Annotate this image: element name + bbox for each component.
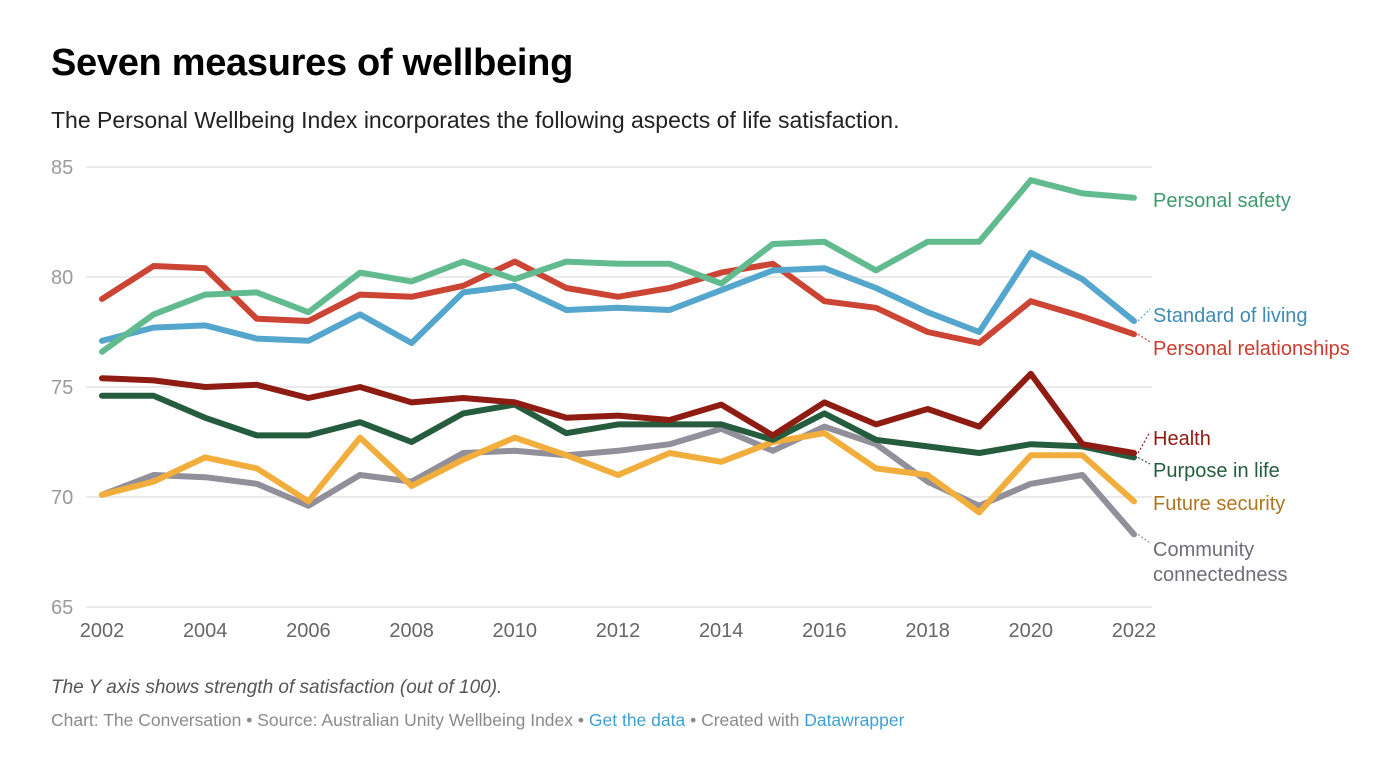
series-label: Future security [1153, 493, 1285, 515]
x-tick-label: 2010 [493, 620, 538, 642]
series-line-personal-relationships [99, 258, 1137, 346]
series-line-standard-of-living [99, 249, 1137, 346]
series-lines [99, 177, 1137, 538]
series-label: Personal safety [1153, 190, 1291, 212]
series-label: connectedness [1153, 564, 1288, 586]
source-text: Source: Australian Unity Wellbeing Index [257, 710, 574, 730]
gridlines [86, 166, 1152, 608]
get-the-data-link[interactable]: Get the data [588, 710, 686, 730]
series-label: Health [1153, 428, 1211, 450]
label-connector [1137, 431, 1151, 454]
label-connector [1137, 456, 1151, 465]
datawrapper-link[interactable]: Datawrapper [804, 710, 905, 730]
separator: • [685, 710, 702, 730]
series-label: Purpose in life [1153, 460, 1280, 482]
series-line-purpose-in-life [99, 392, 1137, 461]
x-tick-label: 2008 [389, 620, 434, 642]
x-tick-label: 2002 [80, 620, 125, 642]
x-tick-label: 2020 [1009, 620, 1054, 642]
series-label: Community [1153, 539, 1254, 561]
created-with-text: Created with [701, 710, 800, 730]
label-connector [1137, 333, 1151, 343]
series-label: Standard of living [1153, 305, 1308, 327]
chart-credit: Chart: The Conversation [51, 710, 242, 730]
y-tick-label: 70 [51, 487, 73, 509]
x-tick-label: 2022 [1112, 620, 1157, 642]
label-connector [1137, 308, 1151, 322]
series-label: Personal relationships [1153, 338, 1350, 360]
chart-title: Seven measures of wellbeing [51, 42, 573, 84]
x-tick-label: 2016 [802, 620, 847, 642]
x-tick-label: 2014 [699, 620, 744, 642]
x-tick-label: 2018 [905, 620, 950, 642]
separator: • [573, 710, 589, 730]
label-connector [1137, 533, 1151, 544]
y-tick-label: 80 [51, 267, 73, 289]
x-tick-label: 2012 [596, 620, 641, 642]
series-labels: Personal safety Standard of living Persona… [1137, 190, 1350, 586]
axis-note: The Y axis shows strength of satisfactio… [51, 677, 503, 698]
series-line-health [99, 370, 1137, 456]
x-tick-label: 2004 [183, 620, 228, 642]
byline: Chart: The Conversation • Source: Austra… [51, 710, 904, 731]
y-tick-label: 65 [51, 597, 73, 619]
x-tick-label: 2006 [286, 620, 331, 642]
chart-subtitle: The Personal Wellbeing Index incorporate… [51, 107, 900, 133]
series-line-community-connectedness [99, 423, 1137, 538]
y-axis-ticks: 65 70 75 80 85 [51, 157, 73, 619]
series-line-future-security [99, 430, 1137, 516]
y-tick-label: 75 [51, 377, 73, 399]
separator: • [241, 710, 258, 730]
x-axis-ticks: 2002 2004 2006 2008 2010 2012 2014 2016 2018 2020… [80, 620, 1157, 642]
series-line-personal-safety [99, 177, 1137, 355]
y-tick-label: 85 [51, 157, 73, 179]
